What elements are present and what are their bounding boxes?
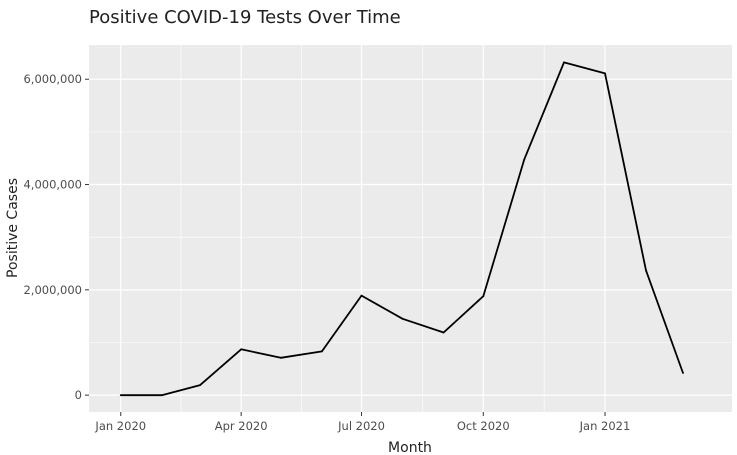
data-points [119,61,684,397]
plot-panel [89,45,732,412]
data-point [563,61,565,64]
data-point [645,269,647,272]
data-point [279,356,282,359]
data-point [682,372,684,374]
x-tick-label: Oct 2020 [457,419,510,433]
x-axis-title: Month [388,440,432,455]
minor-gridlines [89,45,732,412]
data-point [482,295,485,298]
x-tick-label: Jan 2021 [579,419,631,433]
x-tick-label: Apr 2020 [215,419,268,433]
data-point [604,72,606,75]
data-point [360,294,363,297]
x-axis-ticks: Jan 2020 Apr 2020 Jul 2020 Oct 2020 Jan 2021 [94,412,630,433]
y-tick-label: 0 [75,388,82,402]
data-point [199,384,202,386]
chart-title: Positive COVID-19 Tests Over Time [89,7,401,28]
data-point [321,350,323,353]
data-point [160,394,163,397]
y-axis-title: Positive Cases [5,178,21,278]
x-tick-label: Jul 2020 [337,419,385,433]
y-tick-label: 6,000,000 [23,72,82,86]
y-tick-label: 4,000,000 [23,178,82,192]
data-point [442,331,445,334]
major-gridlines [89,45,732,412]
x-tick-label: Jan 2020 [94,419,146,433]
y-axis-ticks: 0 2,000,000 4,000,000 6,000,000 [23,72,89,402]
data-point [523,158,526,161]
data-point [240,348,243,351]
y-tick-label: 2,000,000 [23,283,82,297]
data-point [401,317,404,320]
data-point [119,394,122,397]
